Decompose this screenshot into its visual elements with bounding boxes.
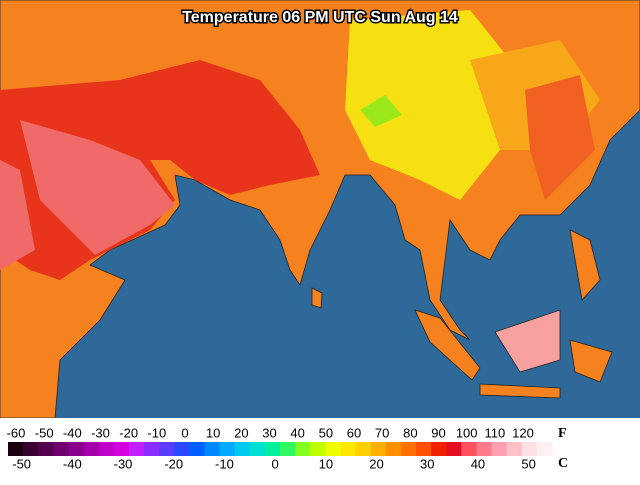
color-swatch: [68, 442, 85, 456]
color-swatch: [385, 442, 402, 456]
color-swatch: [446, 442, 462, 456]
f-tick-label: -50: [35, 425, 54, 440]
color-swatch: [98, 442, 115, 456]
colorbar: [8, 442, 553, 456]
f-tick-label: -10: [147, 425, 166, 440]
color-swatch: [249, 442, 266, 456]
c-tick-label: 0: [272, 456, 279, 471]
color-swatch: [476, 442, 493, 456]
island: [569, 229, 601, 301]
c-tick-label: -10: [215, 456, 234, 471]
color-swatch: [23, 442, 39, 456]
f-tick-label: 110: [484, 425, 505, 440]
color-swatch: [53, 442, 69, 456]
f-tick-label: 60: [347, 425, 361, 440]
color-swatch: [416, 442, 432, 456]
island: [494, 309, 561, 373]
f-tick-label: 100: [456, 425, 478, 440]
color-swatch: [400, 442, 417, 456]
color-swatch: [189, 442, 205, 456]
map-title: Temperature 06 PM UTC Sun Aug 14: [182, 9, 458, 26]
color-swatch: [461, 442, 477, 456]
hot-zone: [525, 75, 595, 200]
f-tick-label: 30: [262, 425, 276, 440]
very-hot-zone: [20, 120, 175, 255]
f-tick-label: -30: [91, 425, 110, 440]
f-tick-label: 40: [290, 425, 304, 440]
c-tick-label: -40: [63, 456, 82, 471]
color-swatch: [355, 442, 372, 456]
f-tick-label: 120: [512, 425, 534, 440]
color-swatch: [325, 442, 341, 456]
color-swatch: [536, 442, 553, 456]
c-tick-label: -30: [114, 456, 133, 471]
color-swatch: [38, 442, 54, 456]
c-tick-label: -20: [164, 456, 183, 471]
island: [479, 383, 561, 399]
color-swatch: [113, 442, 130, 456]
f-tick-label: -60: [7, 425, 26, 440]
c-tick-label: 50: [521, 456, 535, 471]
island: [569, 339, 613, 383]
f-tick-label: 0: [181, 425, 188, 440]
color-swatch: [204, 442, 221, 456]
color-swatch: [340, 442, 357, 456]
color-swatch: [8, 442, 24, 456]
f-tick-label: -20: [119, 425, 138, 440]
color-swatch: [159, 442, 175, 456]
color-swatch: [431, 442, 447, 456]
f-tick-label: 10: [206, 425, 220, 440]
f-tick-label: 80: [403, 425, 417, 440]
c-tick-label: 20: [369, 456, 383, 471]
mild-zone: [345, 10, 510, 200]
color-swatch: [310, 442, 326, 456]
color-swatch: [370, 442, 387, 456]
f-tick-label: 70: [375, 425, 389, 440]
color-swatch: [174, 442, 190, 456]
color-swatch: [295, 442, 311, 456]
very-hot-zone: [0, 160, 35, 270]
color-swatch: [234, 442, 251, 456]
f-tick-label: 50: [319, 425, 333, 440]
f-tick-label: 90: [431, 425, 445, 440]
f-tick-label: -40: [63, 425, 82, 440]
color-swatch: [144, 442, 160, 456]
color-swatch: [128, 442, 145, 456]
c-tick-label: 40: [471, 456, 485, 471]
cool-zone: [360, 95, 402, 127]
f-unit: F: [558, 426, 567, 441]
color-swatch: [83, 442, 100, 456]
map: [0, 0, 640, 419]
c-tick-label: 10: [319, 456, 333, 471]
color-swatch: [506, 442, 523, 456]
c-unit: C: [558, 456, 568, 471]
color-swatch: [491, 442, 508, 456]
color-swatch: [219, 442, 236, 456]
c-tick-label: -50: [12, 456, 31, 471]
c-tick-label: 30: [420, 456, 434, 471]
island: [311, 287, 323, 309]
color-swatch: [521, 442, 538, 456]
color-swatch: [264, 442, 281, 456]
island: [414, 309, 481, 381]
f-tick-label: 20: [234, 425, 248, 440]
color-swatch: [280, 442, 296, 456]
